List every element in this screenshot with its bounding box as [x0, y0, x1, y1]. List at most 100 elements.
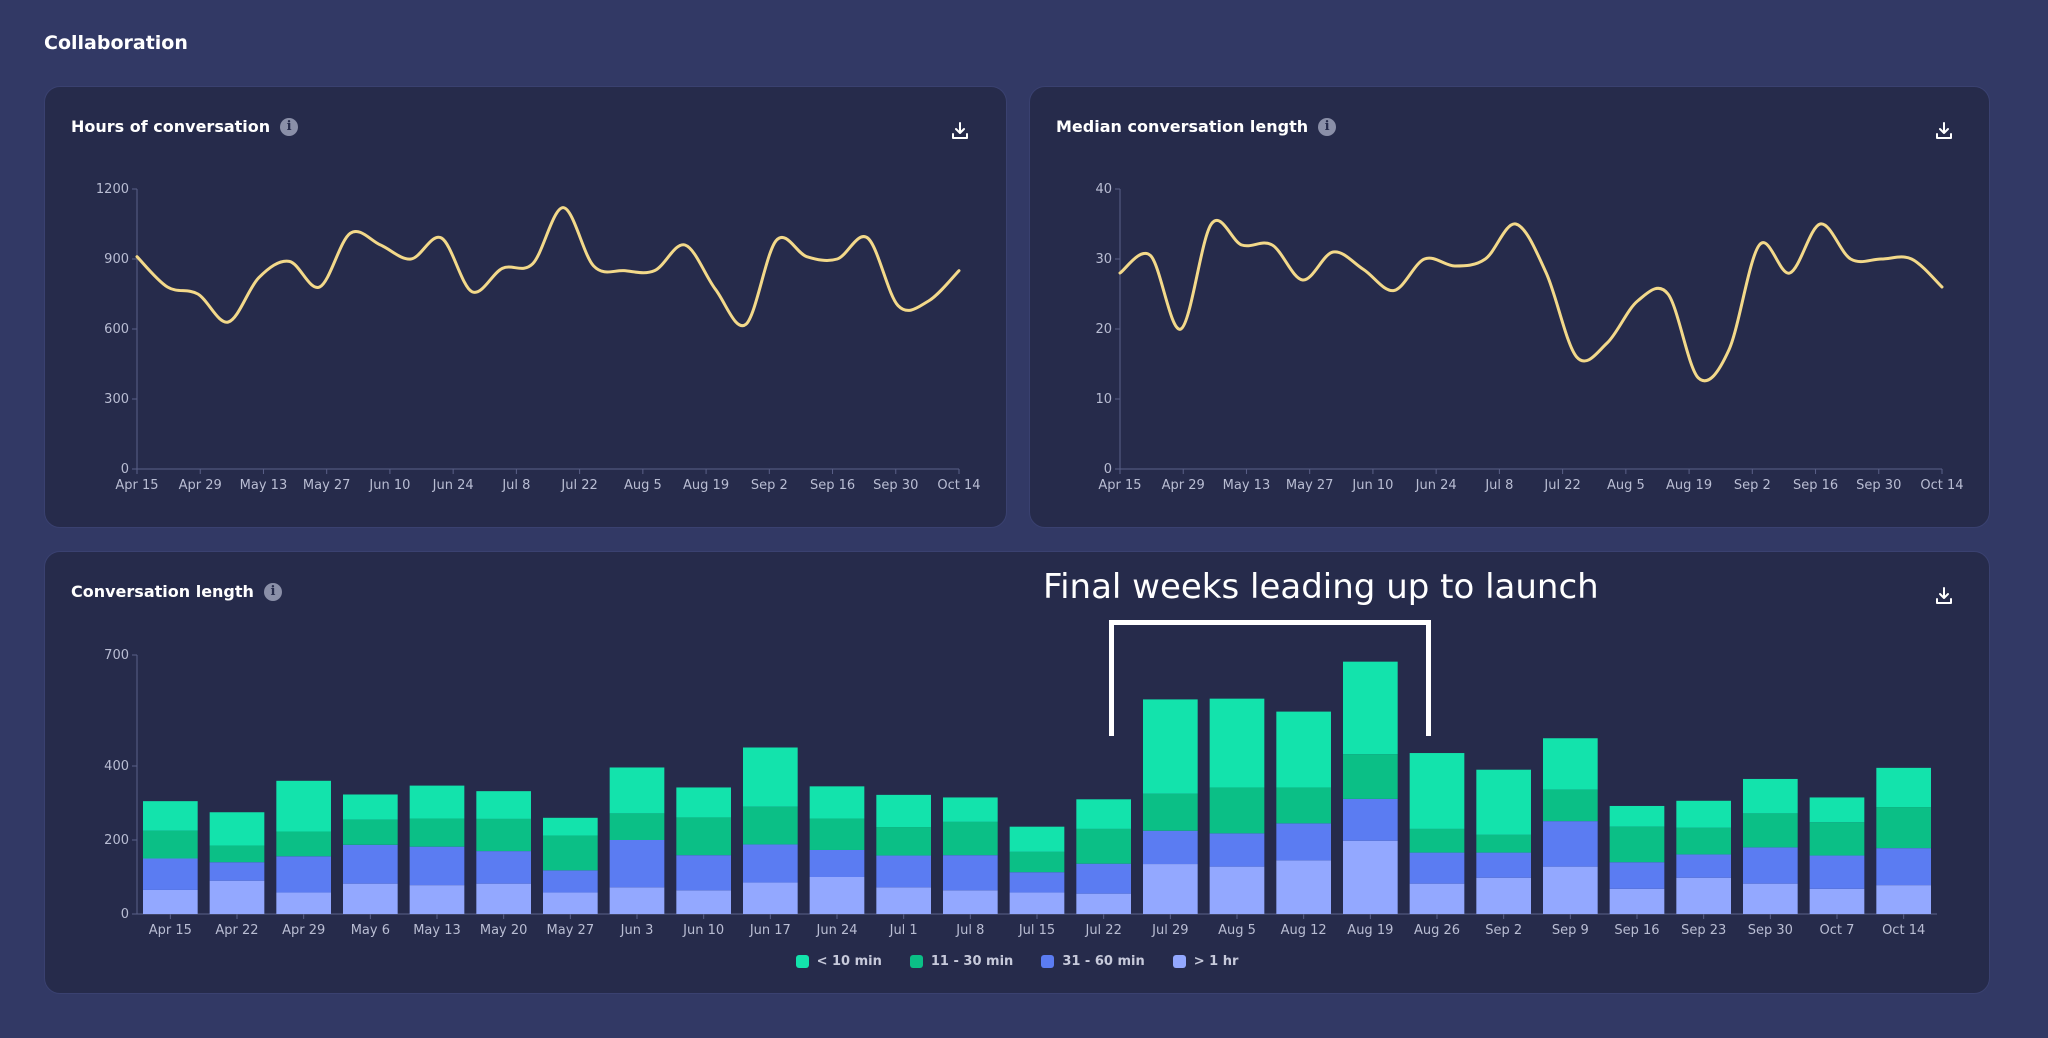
bar-segment-11-30: [1809, 822, 1865, 856]
bar-segment-31-60: [1809, 855, 1865, 889]
bar-segment-lt10: [676, 787, 731, 818]
bar-segment-gt1h: [409, 885, 465, 914]
bar-segment-lt10: [1676, 800, 1731, 828]
x-tick-label: Aug 5: [1607, 478, 1645, 493]
bar-segment-lt10: [1409, 753, 1465, 829]
x-tick-label: Oct 14: [937, 478, 980, 493]
bar-segment-lt10: [876, 794, 931, 828]
y-tick-label: 900: [104, 252, 129, 267]
y-tick-label: 300: [104, 392, 129, 407]
median-line-chart: 0 10 20 30 40 Apr 15 Apr 29 May 13 May 27 Jun 10 J…: [1095, 182, 1963, 493]
y-tick-label: 40: [1095, 182, 1112, 197]
legend-swatch-gt1h: [1172, 955, 1186, 968]
x-tick-label: Aug 19: [1666, 478, 1712, 493]
bar-segment-gt1h: [943, 890, 998, 914]
bar-segment-31-60: [476, 851, 531, 884]
bar-segment-11-30: [1543, 789, 1598, 822]
x-tick-label: Apr 29: [282, 923, 325, 938]
download-icon: [1936, 122, 1952, 139]
bar-segment-31-60: [1276, 823, 1331, 861]
hours-card-title-row: Hours of conversation i: [71, 117, 299, 136]
y-tick-label: 0: [121, 907, 129, 922]
bar-segment-11-30: [409, 818, 465, 847]
bar-segment-11-30: [143, 830, 198, 859]
legend-label: 31 - 60 min: [1062, 954, 1145, 969]
legend-swatch-lt10: [795, 955, 809, 968]
median-card-title: Median conversation length: [1056, 117, 1309, 136]
bar-segment-31-60: [1143, 830, 1198, 865]
x-tick-label: Sep 30: [873, 478, 918, 493]
legend-item-gt1h[interactable]: > 1 hr: [1172, 954, 1238, 969]
hours-card-title: Hours of conversation: [71, 117, 271, 136]
download-button[interactable]: [946, 117, 974, 145]
bar-segment-11-30: [809, 818, 865, 850]
x-tick-label: Oct 14: [1920, 478, 1963, 493]
bar-segment-31-60: [1409, 852, 1465, 884]
bar-segment-lt10: [1143, 699, 1198, 794]
x-tick-label: Sep 30: [1748, 923, 1793, 938]
bar-segment-lt10: [943, 797, 998, 822]
legend-item-11-30[interactable]: 11 - 30 min: [909, 954, 1014, 969]
bar-segment-lt10: [1009, 826, 1065, 852]
bar-segment-31-60: [609, 840, 665, 888]
bar-segment-lt10: [209, 812, 265, 846]
bar-segment-11-30: [876, 827, 931, 856]
series-line: [1118, 219, 1944, 383]
x-tick-label: Jul 22: [1543, 478, 1580, 493]
x-tick-label: Jul 1: [889, 923, 918, 938]
annotation-bracket: [1109, 620, 1431, 736]
x-tick-label: Apr 29: [179, 478, 222, 493]
x-tick-label: Sep 23: [1681, 923, 1726, 938]
bar-segment-31-60: [1609, 862, 1665, 889]
x-tick-label: May 27: [303, 478, 351, 493]
download-button[interactable]: [1930, 117, 1958, 145]
x-tick-label: Aug 19: [1347, 923, 1393, 938]
x-tick-label: Jun 17: [749, 923, 791, 938]
x-tick-label: Jul 8: [1484, 478, 1513, 493]
x-tick-label: Oct 14: [1882, 923, 1925, 938]
bar-segment-lt10: [1609, 805, 1665, 827]
download-button[interactable]: [1930, 582, 1958, 610]
bar-segment-gt1h: [1609, 888, 1665, 914]
bar-segment-31-60: [676, 855, 731, 891]
legend-label: 11 - 30 min: [930, 954, 1014, 969]
y-tick-label: 1200: [96, 182, 129, 197]
info-icon[interactable]: i: [280, 117, 299, 136]
x-tick-label: Apr 22: [215, 923, 258, 938]
x-tick-label: May 27: [1286, 478, 1334, 493]
bar-segment-31-60: [943, 855, 998, 891]
bar-segment-31-60: [343, 844, 398, 884]
bar-segment-gt1h: [1076, 893, 1131, 914]
info-icon[interactable]: i: [1318, 117, 1337, 136]
bar-segment-11-30: [1876, 807, 1931, 849]
download-icon: [1936, 587, 1952, 604]
bar-segment-11-30: [343, 819, 398, 845]
bar-segment-lt10: [1076, 799, 1131, 829]
legend-item-lt10[interactable]: < 10 min: [795, 954, 882, 969]
legend-item-31-60[interactable]: 31 - 60 min: [1041, 954, 1145, 969]
bar-segment-31-60: [1543, 821, 1598, 867]
info-icon[interactable]: i: [263, 582, 282, 601]
x-tick-label: Jul 15: [1018, 923, 1055, 938]
bar-segment-gt1h: [876, 887, 931, 914]
median-conversation-length-card: Median conversation length i 0 10 20 30 40 Ap…: [1029, 86, 1990, 528]
bar-segment-lt10: [1809, 797, 1865, 823]
bar-segment-11-30: [1076, 828, 1131, 864]
bar-segment-gt1h: [1343, 840, 1398, 914]
bar-segment-31-60: [876, 855, 931, 888]
bar-segment-gt1h: [1809, 888, 1865, 914]
bar-segment-lt10: [743, 747, 798, 807]
bar-segment-31-60: [1476, 852, 1531, 878]
bar-segment-31-60: [1343, 798, 1398, 841]
bar-segment-gt1h: [543, 892, 598, 914]
bar-segment-11-30: [1676, 827, 1731, 855]
legend-label: < 10 min: [816, 954, 882, 969]
x-tick-label: Apr 15: [149, 923, 192, 938]
y-tick-label: 600: [104, 322, 129, 337]
bar-segment-lt10: [809, 786, 865, 819]
y-tick-label: 0: [1104, 462, 1112, 477]
bar-segment-lt10: [1476, 769, 1531, 835]
download-icon: [952, 122, 968, 139]
bar-segment-gt1h: [1143, 864, 1198, 914]
bar-segment-gt1h: [809, 877, 865, 914]
